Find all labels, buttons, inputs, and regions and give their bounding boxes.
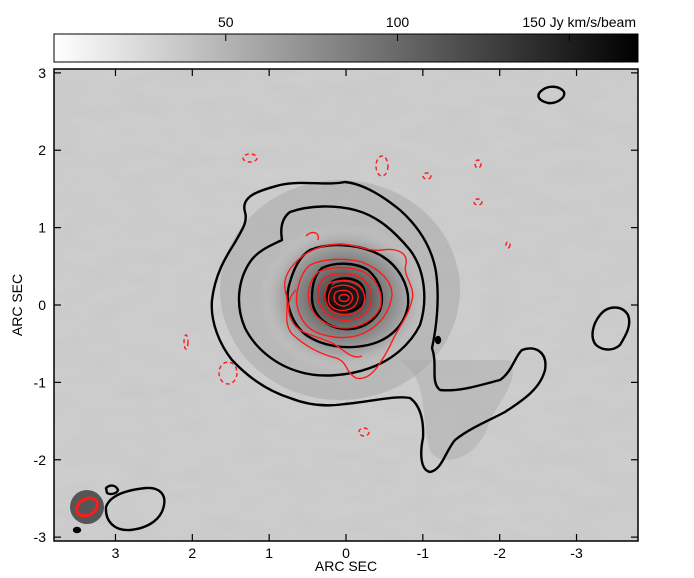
colorbar-gradient (54, 34, 638, 62)
colorbar-tick-label: 100 (386, 14, 410, 30)
colorbar: 50 100 150 Jy km/s/beam (54, 14, 638, 62)
y-axis-label: ARC SEC (9, 274, 25, 336)
x-tick-label: -3 (570, 545, 583, 561)
colorbar-tick-label: 50 (218, 14, 234, 30)
x-axis-label: ARC SEC (315, 558, 377, 574)
x-tick-label: -2 (493, 545, 506, 561)
x-tick-label: 1 (265, 545, 273, 561)
y-tick-label: 0 (38, 297, 46, 313)
beam-large (70, 490, 104, 524)
beam-ellipses (70, 490, 104, 524)
black-contour-dot-sw (74, 528, 80, 532)
colorbar-tick-label: 150 Jy km/s/beam (522, 14, 636, 30)
x-tick-label: 2 (188, 545, 196, 561)
y-tick-label: 3 (38, 65, 46, 81)
y-tick-label: -1 (34, 374, 47, 390)
x-tick-label: 3 (112, 545, 120, 561)
y-tick-label: 2 (38, 142, 46, 158)
x-tick-label: -1 (417, 545, 430, 561)
y-tick-label: -3 (34, 529, 47, 545)
y-tick-label: -2 (34, 452, 47, 468)
black-contour-dot (436, 337, 440, 343)
y-tick-label: 1 (38, 220, 46, 236)
